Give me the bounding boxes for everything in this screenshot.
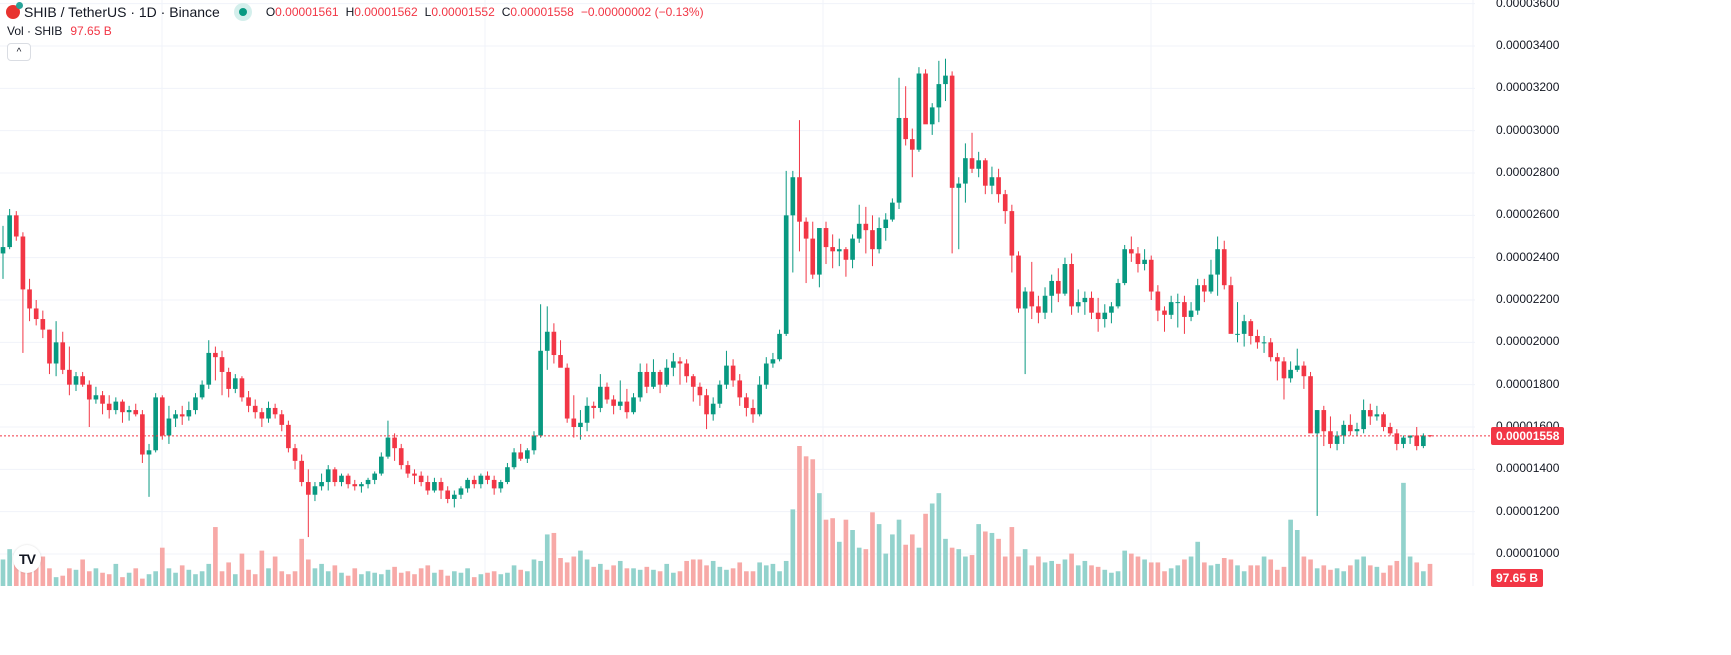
volume-legend: Vol · SHIB 97.65 B (7, 24, 112, 38)
price-axis-label: 0.00001400 (1496, 461, 1560, 476)
symbol-title[interactable]: SHIB / TetherUS · 1D · Binance (24, 4, 220, 20)
price-axis-label: 0.00001800 (1496, 376, 1560, 391)
price-axis-label: 0.00003000 (1496, 122, 1560, 137)
close-value: C0.00001558 (501, 5, 574, 19)
volume-value: 97.65 B (70, 24, 112, 38)
shib-logo-icon (6, 2, 23, 19)
price-axis-label: 0.00001200 (1496, 503, 1560, 518)
symbol-legend: SHIB / TetherUS · 1D · Binance O0.000015… (6, 2, 704, 22)
collapse-legend-button[interactable]: ^ (7, 43, 31, 61)
price-axis-label: 0.00002800 (1496, 165, 1560, 179)
current-price-tag: 0.00001558 (1491, 426, 1565, 445)
price-axis-label: 0.00002000 (1496, 334, 1560, 349)
change-value: −0.00000002 (−0.13%) (580, 5, 704, 19)
price-axis-label: 0.00002400 (1496, 249, 1560, 264)
price-axis-label: 0.00001000 (1496, 546, 1560, 560)
chevron-up-icon: ^ (16, 46, 22, 58)
volume-label[interactable]: Vol · SHIB (7, 24, 63, 38)
volume-tag: 97.65 B (1491, 569, 1544, 587)
price-axis-label: 0.00003600 (1496, 0, 1560, 10)
price-axis-label: 0.00003400 (1496, 38, 1560, 52)
price-axis-label: 0.00003200 (1496, 80, 1560, 95)
price-axis-label: 0.00002600 (1496, 207, 1560, 222)
high-value: H0.00001562 (345, 5, 418, 19)
open-value: O0.00001561 (265, 5, 339, 19)
price-axis-label: 0.00002200 (1496, 292, 1560, 306)
tradingview-logo-icon[interactable]: TV (13, 545, 41, 573)
market-status-icon[interactable] (233, 3, 252, 21)
low-value: L0.00001552 (424, 5, 495, 19)
